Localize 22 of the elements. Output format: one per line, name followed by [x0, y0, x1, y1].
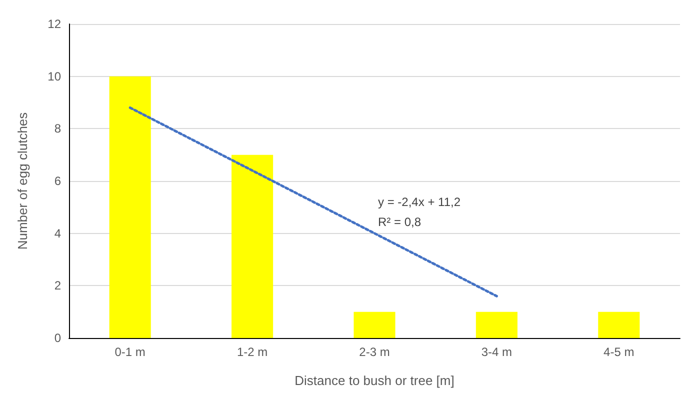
- bar: [476, 312, 518, 338]
- x-tick-label: 0-1 m: [114, 345, 146, 359]
- y-tick-label: 2: [54, 278, 62, 293]
- x-tick-label: 3-4 m: [481, 345, 512, 359]
- y-axis-title: Number of egg clutches: [15, 112, 30, 250]
- bar: [232, 154, 274, 338]
- y-tick-label: 4: [54, 226, 62, 240]
- annotation: y = -2,4x + 11,2: [378, 195, 461, 209]
- line-series: [128, 106, 498, 298]
- bar: [354, 312, 396, 338]
- x-tick-label: 1-2 m: [236, 345, 268, 359]
- y-tick-label: 8: [54, 122, 62, 136]
- y-tick-label: 6: [54, 174, 62, 188]
- y-tick-label: 12: [48, 17, 62, 31]
- y-tick-label: 10: [48, 69, 62, 84]
- x-axis-title: Distance to bush or tree [m]: [294, 373, 454, 388]
- x-tick-label: 2-3 m: [359, 345, 390, 359]
- bar: [109, 76, 151, 338]
- bar: [598, 312, 640, 338]
- y-tick-label: 0: [54, 331, 62, 345]
- annotation: R² = 0,8: [378, 215, 422, 229]
- x-tick-label: 4-5 m: [604, 345, 634, 359]
